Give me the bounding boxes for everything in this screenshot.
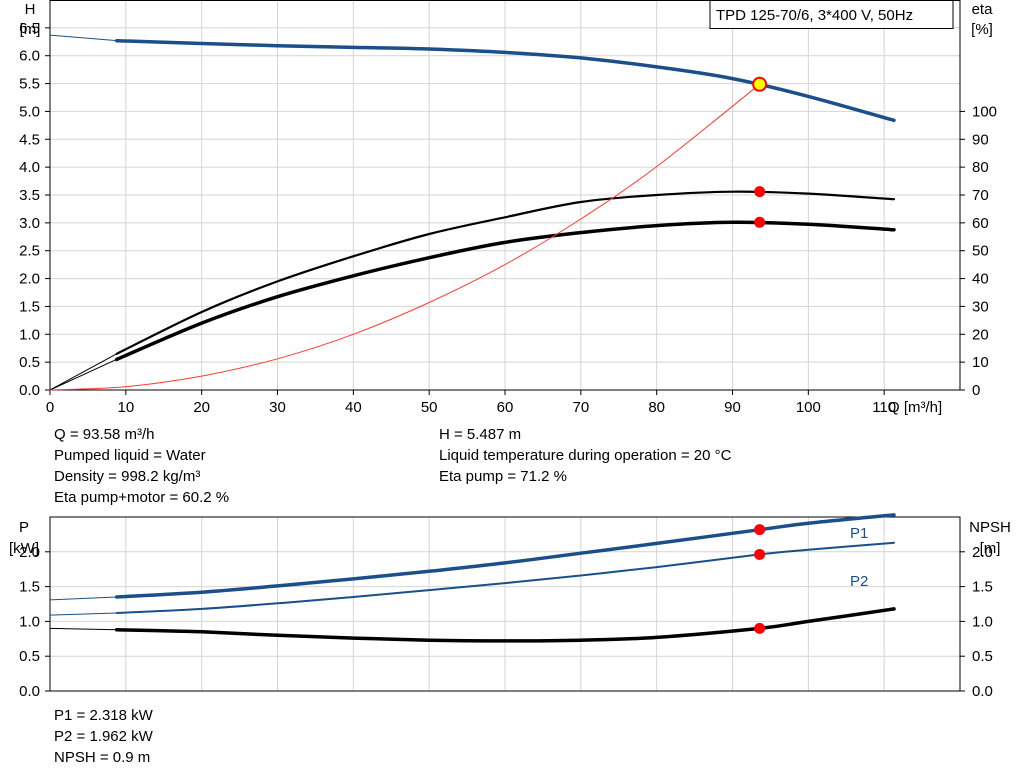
operating-point-npsh bbox=[754, 622, 766, 634]
series-lead-eta-pump bbox=[49, 353, 117, 391]
y-tick-label-left: 4.0 bbox=[19, 159, 40, 176]
y-tick-label-left: 0.0 bbox=[19, 683, 40, 700]
y-tick-label-right: 0 bbox=[972, 382, 980, 399]
y-tick-label-right: 30 bbox=[972, 298, 989, 315]
title-box bbox=[709, 0, 954, 29]
x-tick-label: 10 bbox=[117, 399, 134, 416]
series-label-p1: P1 bbox=[850, 525, 868, 542]
operating-point-p1 bbox=[754, 524, 766, 536]
info-block-top-left: Q = 93.58 m³/h Pumped liquid = Water Den… bbox=[54, 424, 229, 508]
y-tick-label-right: 1.5 bbox=[972, 579, 993, 596]
y-tick-label-left: 2.0 bbox=[19, 544, 40, 561]
series-line-system-curve bbox=[49, 83, 761, 391]
y-tick-label-right: 2.0 bbox=[972, 544, 993, 561]
y-tick-label-right: 60 bbox=[972, 215, 989, 232]
y-tick-label-left: 0.5 bbox=[19, 354, 40, 371]
y-tick-label-left: 2.0 bbox=[19, 271, 40, 288]
x-axis-label: Q [m³/h] bbox=[888, 399, 942, 416]
info-flow: Q = 93.58 m³/h bbox=[54, 426, 155, 443]
info-liquid-temperature: Liquid temperature during operation = 20… bbox=[439, 447, 732, 464]
y-tick-label-left: 6.0 bbox=[19, 48, 40, 65]
x-tick-label: 30 bbox=[269, 399, 286, 416]
info-eta-pump: Eta pump = 71.2 % bbox=[439, 468, 567, 485]
operating-point-eta-pump-motor bbox=[754, 216, 766, 228]
y-tick-label-right: 40 bbox=[972, 271, 989, 288]
series-lead-eta-pump-motor bbox=[49, 358, 117, 391]
y-tick-label-left: 6.5 bbox=[19, 20, 40, 37]
info-p1: P1 = 2.318 kW bbox=[54, 707, 153, 724]
chart-title: TPD 125-70/6, 3*400 V, 50Hz bbox=[716, 7, 913, 24]
y-axis-symbol-right: NPSH bbox=[969, 519, 1011, 536]
y-tick-label-right: 70 bbox=[972, 187, 989, 204]
y-tick-label-left: 3.0 bbox=[19, 215, 40, 232]
x-tick-label: 110 bbox=[872, 399, 896, 416]
info-pumped-liquid: Pumped liquid = Water bbox=[54, 447, 206, 464]
operating-point-eta-pump bbox=[754, 186, 766, 198]
info-block-top-right: H = 5.487 m Liquid temperature during op… bbox=[439, 424, 731, 487]
x-tick-label: 20 bbox=[193, 399, 210, 416]
y-tick-label-right: 0.0 bbox=[972, 683, 993, 700]
series-label-p2: P2 bbox=[850, 573, 868, 590]
x-tick-label: 40 bbox=[345, 399, 362, 416]
operating-point-p2 bbox=[754, 548, 766, 560]
y-tick-label-right: 10 bbox=[972, 354, 989, 371]
y-tick-label-left: 0.0 bbox=[19, 382, 40, 399]
info-density: Density = 998.2 kg/m³ bbox=[54, 468, 201, 485]
y-tick-label-right: 0.5 bbox=[972, 648, 993, 665]
x-tick-label: 60 bbox=[497, 399, 514, 416]
y-tick-label-left: 5.0 bbox=[19, 103, 40, 120]
x-tick-label: 90 bbox=[724, 399, 741, 416]
y-tick-label-left: 3.5 bbox=[19, 187, 40, 204]
series-lead-p2 bbox=[49, 612, 117, 616]
y-axis-symbol-left: H bbox=[25, 1, 36, 18]
series-lead-head bbox=[49, 34, 117, 42]
y-tick-label-left: 5.5 bbox=[19, 76, 40, 93]
y-tick-label-left: 1.5 bbox=[19, 298, 40, 315]
series-line-npsh bbox=[114, 607, 896, 643]
operating-point-head bbox=[752, 76, 768, 92]
y-tick-label-right: 20 bbox=[972, 326, 989, 343]
x-tick-label: 100 bbox=[796, 399, 821, 416]
series-lead-npsh bbox=[49, 627, 117, 631]
y-axis-unit-left: [m] bbox=[20, 21, 41, 38]
info-p2: P2 = 1.962 kW bbox=[54, 728, 153, 745]
y-axis-symbol-left: P bbox=[19, 519, 29, 536]
info-eta-pump-motor: Eta pump+motor = 60.2 % bbox=[54, 489, 230, 506]
y-tick-label-right: 50 bbox=[972, 243, 989, 260]
y-tick-label-left: 0.5 bbox=[19, 648, 40, 665]
y-axis-unit-right: [%] bbox=[971, 21, 993, 38]
x-tick-label: 70 bbox=[572, 399, 589, 416]
series-line-p2 bbox=[115, 541, 895, 614]
y-tick-label-right: 80 bbox=[972, 159, 989, 176]
y-tick-label-right: 90 bbox=[972, 131, 989, 148]
y-tick-label-left: 1.0 bbox=[19, 613, 40, 630]
y-axis-unit-right: [m] bbox=[980, 540, 1001, 557]
info-block-bottom: P1 = 2.318 kW P2 = 1.962 kW NPSH = 0.9 m bbox=[54, 705, 153, 768]
info-head: H = 5.487 m bbox=[439, 426, 522, 443]
y-axis-unit-left: [kW] bbox=[9, 540, 39, 557]
y-tick-label-left: 2.5 bbox=[19, 243, 40, 260]
x-tick-label: 50 bbox=[421, 399, 438, 416]
series-line-p1 bbox=[114, 513, 896, 599]
x-tick-label: 0 bbox=[46, 399, 54, 416]
x-tick-label: 80 bbox=[648, 399, 665, 416]
y-tick-label-right: 100 bbox=[972, 103, 997, 120]
y-tick-label-left: 1.0 bbox=[19, 326, 40, 343]
series-lead-p1 bbox=[49, 596, 117, 601]
y-axis-symbol-right: eta bbox=[972, 1, 994, 18]
y-tick-label-left: 4.5 bbox=[19, 131, 40, 148]
info-npsh: NPSH = 0.9 m bbox=[54, 749, 151, 766]
y-tick-label-right: 1.0 bbox=[972, 613, 993, 630]
plot-frame bbox=[49, 516, 961, 692]
y-tick-label-left: 1.5 bbox=[19, 579, 40, 596]
